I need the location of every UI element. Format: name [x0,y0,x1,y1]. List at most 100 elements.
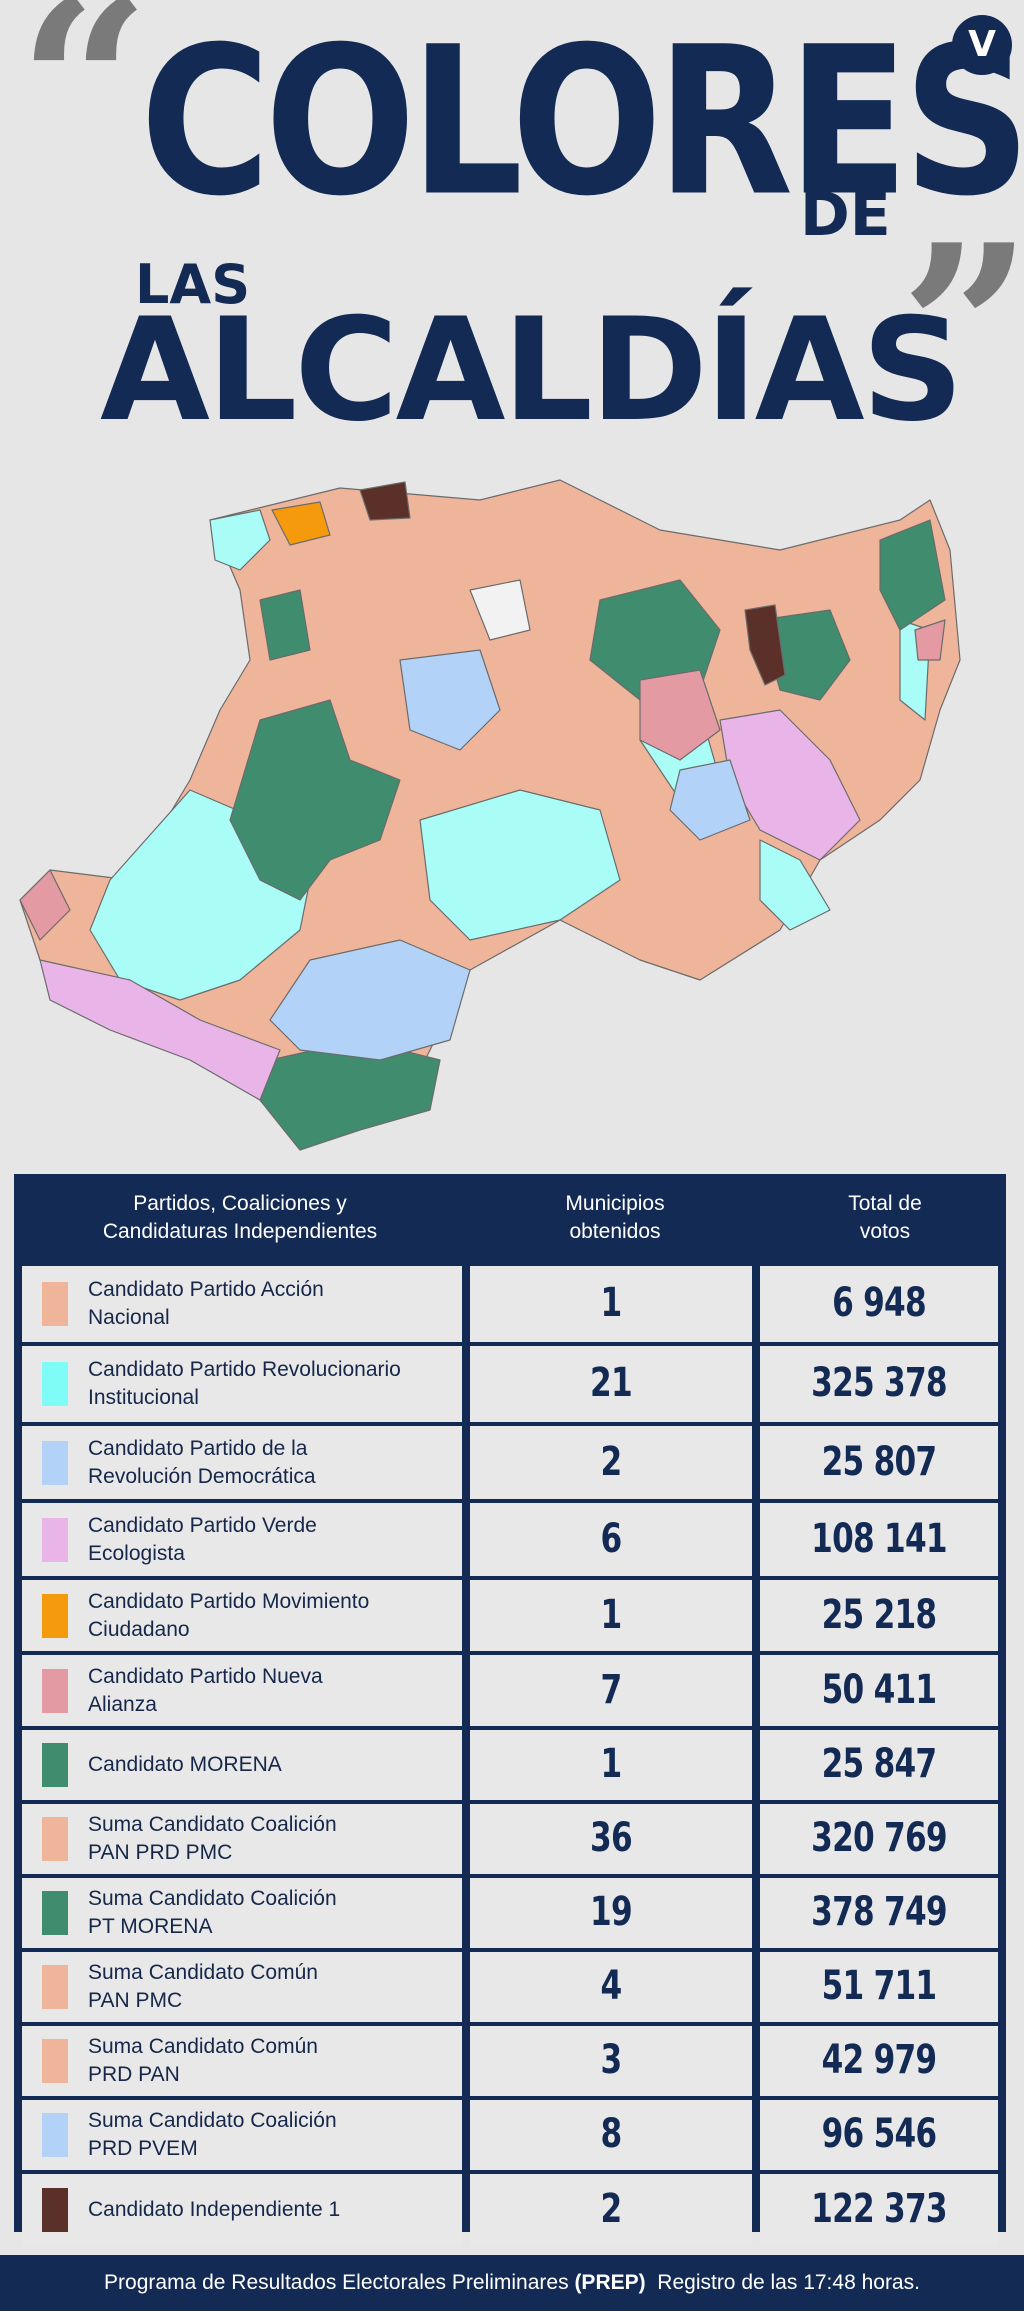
municipalities-value: 4 [600,1963,623,2009]
votes-value: 108 141 [811,1515,947,1562]
party-label: Candidato Partido Movimiento Ciudadano [88,1589,370,1641]
map-region-green-nw [259,589,311,661]
municipalities-cell: 3 [470,2026,752,2096]
municipalities-value: 7 [600,1666,623,1713]
map-region-rose-west [19,869,71,941]
map-region-cyan-center [419,789,621,941]
votes-cell: 25 847 [760,1730,998,1800]
party-color-swatch [42,1817,68,1861]
party-label: Candidato Partido Verde Ecologista [88,1513,317,1565]
party-label: Suma Candidato Común PRD PAN [88,2035,318,2086]
votes-value: 378 749 [811,1889,947,1935]
table-row: Candidato Partido de la Revolución Democ… [18,1426,1002,1499]
map-region-rose-center [639,669,721,761]
party-cell: Suma Candidato Coalición PT MORENA [22,1878,462,1948]
footer-text: Programa de Resultados Electorales Preli… [104,2271,575,2294]
party-label: Candidato Partido de la Revolución Democ… [88,1436,316,1488]
party-label: Suma Candidato Coalición PT MORENA [88,1887,337,1938]
results-table: Partidos, Coaliciones y Candidaturas Ind… [14,1174,1006,2245]
party-label: Candidato Partido Acción Nacional [88,1278,324,1329]
municipalities-cell: 2 [470,1426,752,1499]
title-las: LAS [135,253,251,316]
party-color-swatch [42,1965,68,2009]
votes-cell: 51 711 [760,1952,998,2022]
party-label: Candidato Partido Nueva Alianza [88,1664,323,1716]
party-color-swatch [42,1440,68,1485]
votes-cell: 25 807 [760,1426,998,1499]
map-region-orange [271,501,331,546]
votes-value: 51 711 [821,1963,938,2009]
table-row: Suma Candidato Coalición PAN PRD PMC 36 32… [18,1804,1002,1874]
title-colores: COLORES [140,2,1024,241]
map-region-blue-east [669,759,751,841]
map-region-white [469,579,531,641]
municipalities-cell: 19 [470,1878,752,1948]
party-cell: Candidato Independiente 1 [22,2174,462,2245]
party-cell: Candidato Partido Revolucionario Institu… [22,1346,462,1422]
header: “ COLORES DE LAS ALCALDÍAS ” V [0,0,1024,460]
party-color-swatch [42,1593,68,1638]
party-label: Candidato MORENA [88,1753,282,1776]
municipalities-cell: 1 [470,1730,752,1800]
votes-value: 25 807 [821,1438,938,1485]
party-label: Candidato Independiente 1 [88,2197,341,2221]
party-cell: Suma Candidato Común PAN PMC [22,1952,462,2022]
municipalities-value: 36 [590,1815,633,1861]
party-label: Candidato Partido Revolucionario Institu… [88,1358,401,1409]
party-label: Suma Candidato Común PAN PMC [88,1961,318,2012]
votes-cell: 96 546 [760,2100,998,2170]
table-row: Suma Candidato Coalición PT MORENA 19 378 … [18,1878,1002,1948]
municipalities-cell: 2 [470,2174,752,2245]
municipalities-map [19,479,961,1151]
footer: Programa de Resultados Electorales Preli… [0,2255,1024,2311]
party-label: Suma Candidato Coalición PRD PVEM [88,2109,337,2160]
party-cell: Candidato Partido Acción Nacional [22,1266,462,1342]
votes-cell: 378 749 [760,1878,998,1948]
open-quote-mark: “ [18,0,151,220]
table-row: Candidato Partido Movimiento Ciudadano 1 2… [18,1580,1002,1651]
municipalities-value: 2 [600,1438,623,1485]
municipalities-cell: 4 [470,1952,752,2022]
table-row: Candidato Partido Acción Nacional 1 6 948 [18,1266,1002,1342]
party-cell: Candidato Partido Nueva Alianza [22,1655,462,1726]
header-party: Partidos, Coaliciones y Candidaturas Ind… [102,1192,378,1243]
title-de: DE [800,180,891,250]
votes-cell: 325 378 [760,1346,998,1422]
party-cell: Suma Candidato Coalición PRD PVEM [22,2100,462,2170]
party-color-swatch [42,1668,68,1713]
party-color-swatch [42,1282,68,1326]
municipalities-value: 21 [590,1360,633,1406]
votes-value: 320 769 [811,1815,947,1861]
municipalities-cell: 21 [470,1346,752,1422]
table-row: Suma Candidato Coalición PRD PVEM 8 96 546 [18,2100,1002,2170]
municipalities-cell: 36 [470,1804,752,1874]
votes-value: 122 373 [811,2185,947,2232]
table-row: Candidato Partido Verde Ecologista 6 108 1… [18,1503,1002,1576]
party-color-swatch [42,1517,68,1562]
votes-cell: 108 141 [760,1503,998,1576]
header-municipalities: Municipios obtenidos [565,1192,665,1243]
table-row: Candidato Independiente 1 2 122 373 [18,2174,1002,2245]
votes-value: 42 979 [821,2037,938,2083]
votes-cell: 42 979 [760,2026,998,2096]
votes-cell: 25 218 [760,1580,998,1651]
map-region-brown-east [744,604,786,686]
table-row: Suma Candidato Común PRD PAN 3 42 979 [18,2026,1002,2096]
votes-cell: 320 769 [760,1804,998,1874]
footer-time: Registro de las 17:48 horas. [645,2271,920,2294]
votes-cell: 50 411 [760,1655,998,1726]
map-region-blue-south [269,939,471,1061]
municipalities-cell: 6 [470,1503,752,1576]
votes-value: 25 847 [821,1741,938,1787]
table-row: Candidato Partido Revolucionario Institu… [18,1346,1002,1422]
map-region-green-west [229,699,401,901]
party-cell: Candidato Partido de la Revolución Democ… [22,1426,462,1499]
table-row: Candidato MORENA 1 25 847 [18,1730,1002,1800]
municipalities-value: 1 [600,1591,623,1638]
map-region-blue-center [399,649,501,751]
party-color-swatch [42,2187,68,2232]
party-color-swatch [42,1743,68,1787]
party-cell: Suma Candidato Coalición PAN PRD PMC [22,1804,462,1874]
municipalities-value: 1 [600,1741,623,1787]
map-region-cyan-north [209,509,271,571]
